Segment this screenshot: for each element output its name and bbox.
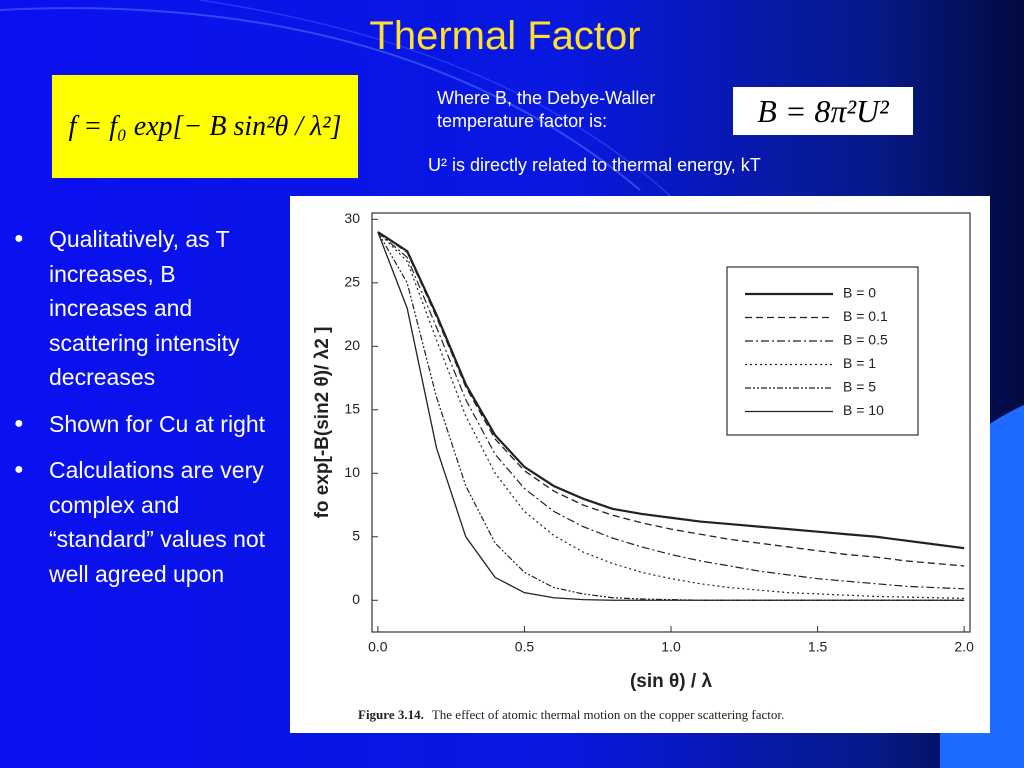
series-line [377, 231, 965, 601]
bullet-list: Qualitatively, as T increases, B increas… [14, 222, 274, 603]
y-axis-label: fo exp[-B(sin2 θ)/ λ2 ] [312, 327, 333, 519]
series-line [377, 231, 965, 550]
text: U² is directly related to thermal energy… [428, 155, 761, 175]
x-tick-label: 2.0 [954, 639, 974, 655]
legend-label: B = 0.1 [843, 308, 888, 324]
bullet: Shown for Cu at right [14, 407, 274, 442]
x-axis-label: (sin θ) / λ [630, 671, 712, 692]
y-tick-label: 10 [344, 464, 360, 480]
series-line [377, 231, 965, 590]
y-tick-label: 5 [352, 527, 360, 543]
formula-box: f = f₀ exp[− B sin²θ / λ²] [52, 75, 358, 178]
x-tick-label: 0.5 [515, 639, 535, 655]
bullet: Qualitatively, as T increases, B increas… [14, 222, 274, 395]
x-tick-label: 1.0 [661, 639, 681, 655]
slide-title: Thermal Factor [369, 14, 641, 58]
y-tick-label: 0 [352, 591, 360, 607]
caption-text: The effect of atomic thermal motion on t… [432, 707, 784, 722]
y-tick-label: 15 [344, 401, 360, 417]
caption-label: Figure 3.14. [358, 707, 424, 722]
legend-box [726, 266, 919, 436]
legend-label: B = 1 [843, 355, 876, 371]
formula-box: B = 8π²U² [733, 87, 913, 135]
legend-label: B = 10 [843, 402, 884, 418]
legend-label: B = 5 [843, 379, 876, 395]
chart: 0 5 10 15 20 25 30 0.0 0.5 1.0 1.5 2.0 (sin θ) / λ fo… [290, 196, 990, 733]
text: Where B, the Debye-Waller temperature fa… [437, 88, 656, 131]
y-tick-label: 30 [344, 210, 360, 226]
legend-label: B = 0.5 [843, 332, 888, 348]
series-line [377, 231, 965, 567]
y-tick-label: 25 [344, 274, 360, 290]
caption: Figure 3.14. The effect of atomic thermal… [358, 707, 784, 722]
x-tick-label: 1.5 [808, 639, 828, 655]
y-tick-label: 20 [344, 337, 360, 353]
legend-label: B = 0 [843, 285, 876, 301]
x-tick-label: 0.0 [368, 639, 388, 655]
bullet: Calculations are very complex and “stand… [14, 453, 274, 591]
